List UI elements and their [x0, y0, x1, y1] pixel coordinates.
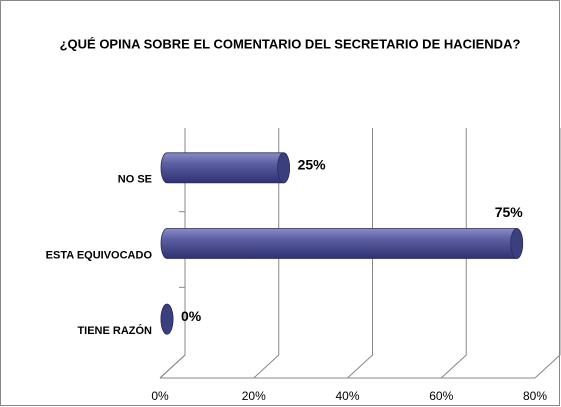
- bar-cap: [160, 303, 174, 335]
- bar: [160, 228, 524, 259]
- chart-title: ¿QUÉ OPINA SOBRE EL COMENTARIO DEL SECRE…: [60, 36, 521, 51]
- bar-cap: [510, 228, 524, 259]
- y-tick-label: ESTA EQUIVOCADO: [46, 249, 153, 261]
- grid-line: [534, 128, 561, 379]
- x-tick-label: 20%: [242, 389, 266, 403]
- data-label: 25%: [298, 157, 327, 173]
- bar: [160, 152, 290, 184]
- x-tick-label: 0%: [151, 389, 169, 403]
- grid-line: [253, 128, 280, 379]
- data-label: 0%: [181, 308, 202, 324]
- x-tick-label: 60%: [429, 389, 453, 403]
- data-label: 75%: [495, 204, 524, 220]
- x-tick-label: 40%: [335, 389, 359, 403]
- grid-line: [440, 128, 467, 379]
- plot-area: 0% 20% 40% 60% 80% NO SE 25% ESTA EQUIVOCADO 75%…: [46, 128, 561, 403]
- y-tick-label: NO SE: [118, 174, 152, 186]
- y-tick-label: TIENE RAZÓN: [77, 324, 152, 337]
- grid-line: [347, 128, 373, 379]
- bar-cap: [277, 152, 290, 184]
- grid-line: [159, 128, 186, 379]
- x-tick-label: 80%: [523, 389, 547, 403]
